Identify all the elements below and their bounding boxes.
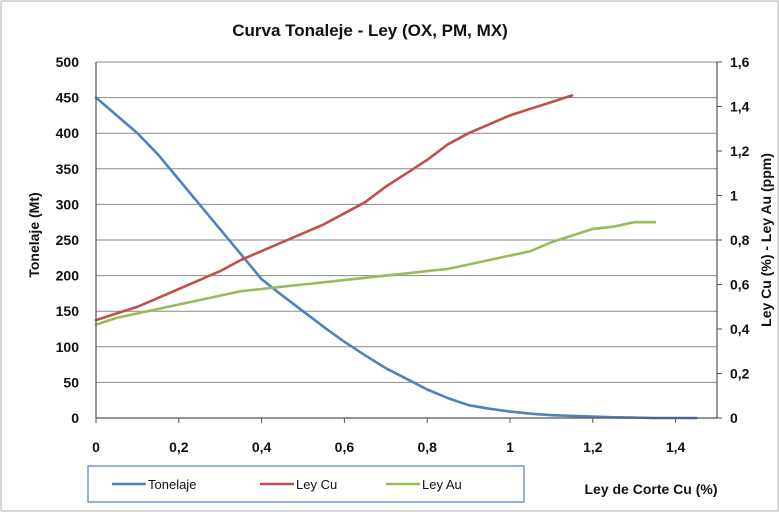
legend-box xyxy=(87,465,525,503)
y-tick-label: 50 xyxy=(63,374,79,390)
y-tick-label: 0 xyxy=(71,410,79,426)
x-axis-ticks: 0 0,2 0,4 0,6 0,8 1 1,2 1,4 xyxy=(92,418,686,455)
y-tick-label: 500 xyxy=(56,54,80,70)
legend-label: Ley Cu xyxy=(296,477,337,492)
series-layer xyxy=(94,94,698,420)
y2-tick-label: 0,6 xyxy=(730,277,750,293)
x-tick-label: 0,2 xyxy=(169,439,189,455)
y-tick-label: 250 xyxy=(56,232,80,248)
y2-tick-label: 1,2 xyxy=(730,143,750,159)
y2-tick-label: 0 xyxy=(730,410,738,426)
x-tick-label: 1 xyxy=(506,439,514,455)
legend-label: Tonelaje xyxy=(148,477,196,492)
y2-tick-label: 1,4 xyxy=(730,99,750,115)
x-tick-label: 0,8 xyxy=(417,439,437,455)
series-line-ley-cu xyxy=(94,94,574,322)
y2-tick-label: 0,4 xyxy=(730,321,750,337)
y2-axis-label: Ley Cu (%) - Ley Au (ppm) xyxy=(758,153,774,327)
series-line-ley-au xyxy=(94,220,657,326)
x-tick-label: 0,6 xyxy=(335,439,355,455)
x-tick-label: 0,4 xyxy=(252,439,272,455)
y-tick-label: 300 xyxy=(56,196,80,212)
legend-label: Ley Au xyxy=(422,477,462,492)
x-tick-label: 1,4 xyxy=(666,439,686,455)
y-tick-label: 400 xyxy=(56,125,80,141)
y-axis-label: Tonelaje (Mt) xyxy=(26,192,42,277)
y2-tick-label: 1,6 xyxy=(730,54,750,70)
legend: Tonelaje Ley Cu Ley Au xyxy=(112,477,462,492)
y2-tick-label: 0,8 xyxy=(730,232,750,248)
y2-tick-label: 1 xyxy=(730,188,738,204)
y-tick-label: 150 xyxy=(56,303,80,319)
x-tick-label: 0 xyxy=(92,439,100,455)
y-tick-label: 450 xyxy=(56,90,80,106)
y2-tick-label: 0,2 xyxy=(730,366,750,382)
x-axis-label: Ley de Corte Cu (%) xyxy=(584,481,717,497)
y-tick-label: 350 xyxy=(56,161,80,177)
chart-title: Curva Tonaleje - Ley (OX, PM, MX) xyxy=(232,21,508,40)
y2-axis-ticks: 0 0,2 0,4 0,6 0,8 1 1,2 1,4 1,6 xyxy=(717,54,750,426)
y-tick-label: 100 xyxy=(56,339,80,355)
series-line-tonelaje xyxy=(94,96,698,420)
x-tick-label: 1,2 xyxy=(583,439,603,455)
y-axis-ticks: 0 50 100 150 200 250 300 350 400 450 500 xyxy=(56,54,80,426)
y-tick-label: 200 xyxy=(56,268,80,284)
